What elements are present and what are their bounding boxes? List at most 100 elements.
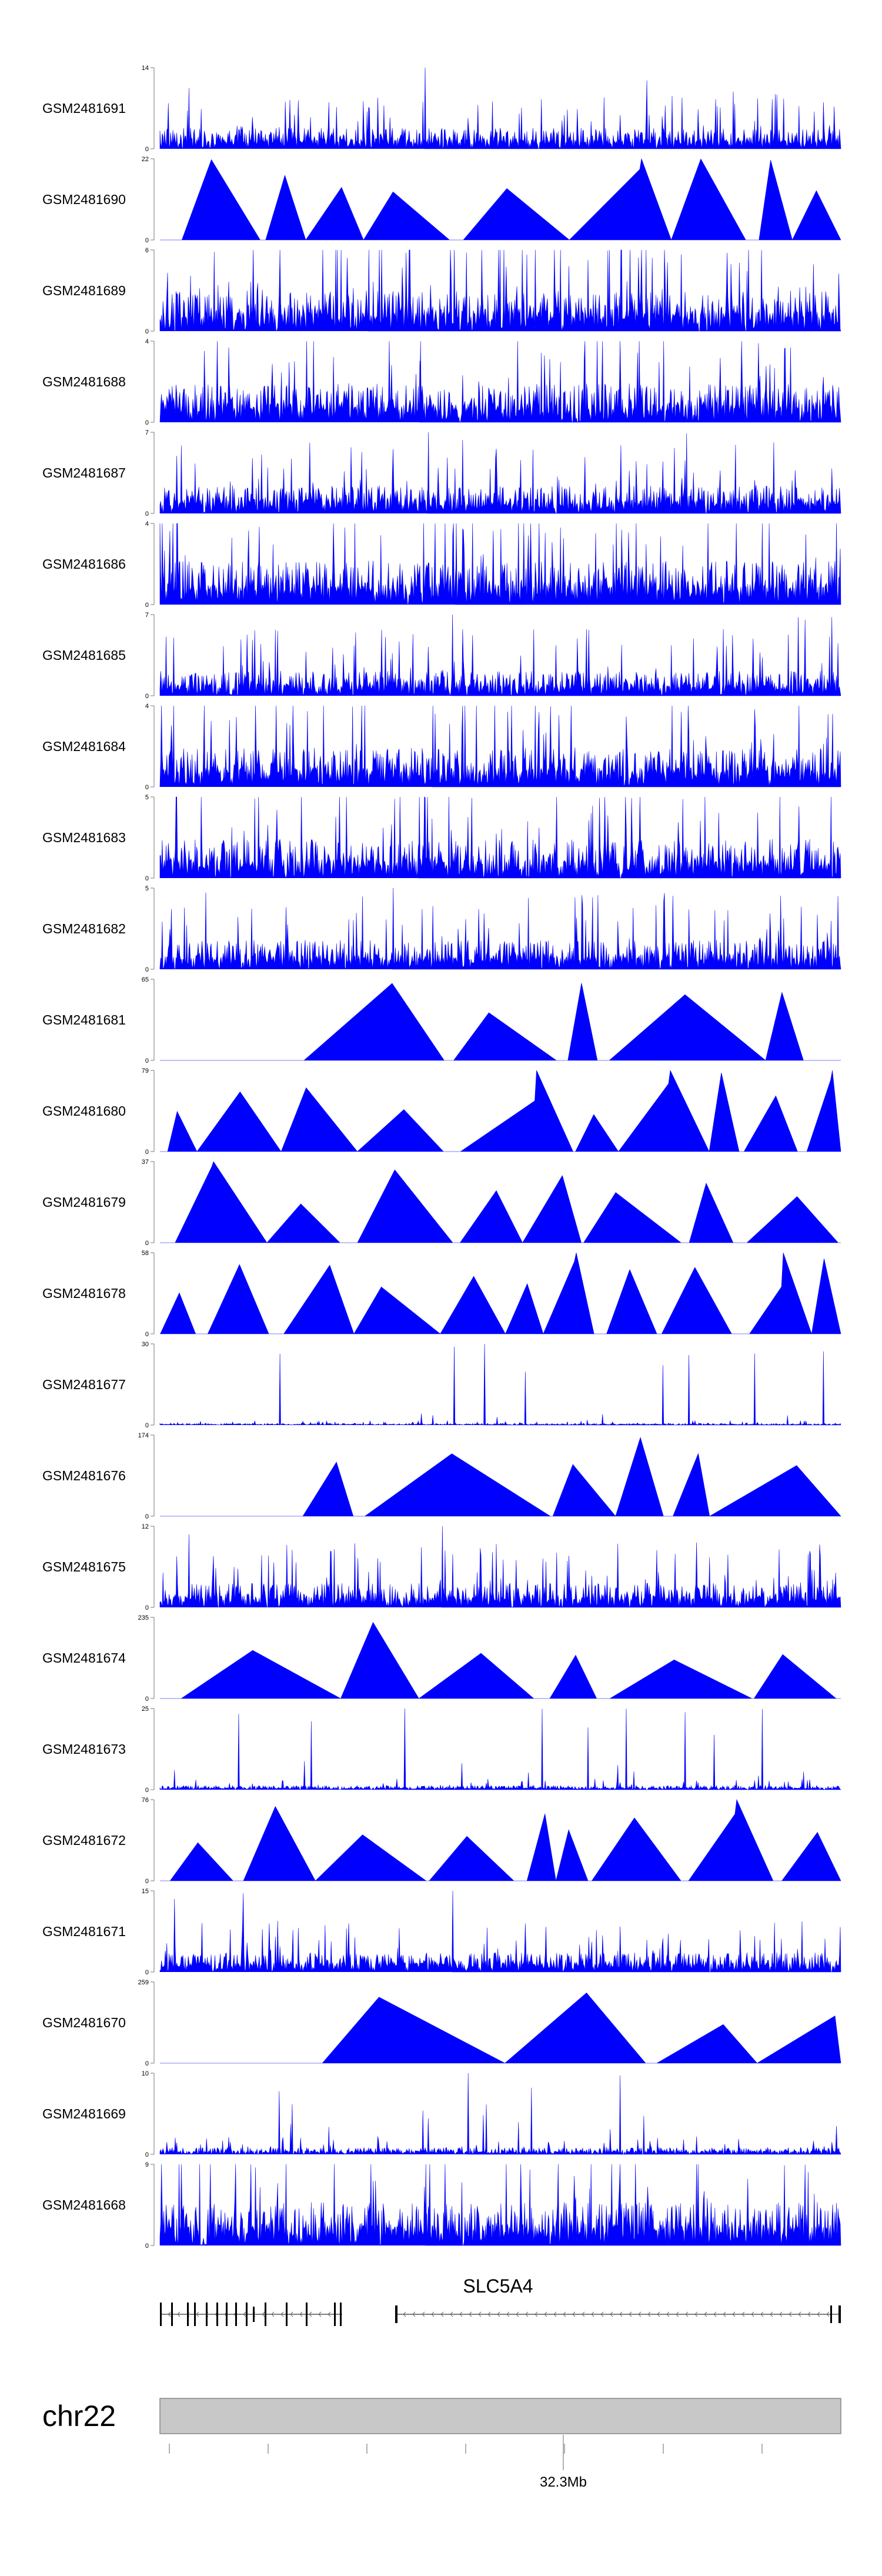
track: GSM2481673 25 0 xyxy=(42,1706,841,1794)
coverage-area xyxy=(160,1252,841,1334)
coverage-area xyxy=(159,2164,841,2247)
strand-arrow xyxy=(506,2311,510,2317)
y-min-label: 0 xyxy=(145,2060,149,2067)
strand-arrow xyxy=(516,2311,519,2317)
y-min-label: 0 xyxy=(145,1240,149,1247)
strand-arrow xyxy=(271,2311,275,2317)
track-label: GSM2481680 xyxy=(42,1103,126,1119)
track-label: GSM2481683 xyxy=(42,830,126,845)
strand-arrow xyxy=(600,2311,604,2317)
track: GSM2481679 37 0 xyxy=(42,1159,841,1247)
track-label: GSM2481682 xyxy=(42,921,126,936)
track-label: GSM2481677 xyxy=(42,1377,126,1392)
strand-arrow xyxy=(770,2311,773,2317)
coverage-area xyxy=(160,1621,841,1699)
exon xyxy=(160,2303,162,2326)
exon xyxy=(206,2303,208,2326)
strand-arrow xyxy=(629,2311,632,2317)
coverage-area xyxy=(159,341,841,423)
strand-arrow xyxy=(487,2311,491,2317)
y-max-label: 10 xyxy=(142,2070,149,2077)
strand-arrow xyxy=(280,2311,284,2317)
y-max-label: 6 xyxy=(145,247,149,254)
genome-position-label: 32.3Mb xyxy=(540,2474,587,2490)
strand-arrow xyxy=(290,2311,293,2317)
strand-arrow xyxy=(638,2311,642,2317)
strand-arrow xyxy=(760,2311,764,2317)
track: GSM2481672 76 0 xyxy=(42,1797,841,1885)
track-label: GSM2481674 xyxy=(42,1650,126,1666)
strand-arrow xyxy=(817,2311,820,2317)
exon xyxy=(235,2303,237,2326)
y-min-label: 0 xyxy=(145,875,149,882)
y-min-label: 0 xyxy=(145,1057,149,1065)
track: GSM2481668 9 0 xyxy=(42,2161,841,2250)
track-label: GSM2481685 xyxy=(42,648,126,663)
genome-axis xyxy=(169,2435,763,2470)
coverage-area xyxy=(159,887,841,970)
y-max-label: 7 xyxy=(145,429,149,436)
strand-arrow xyxy=(544,2311,547,2317)
y-max-label: 174 xyxy=(138,1432,149,1439)
strand-arrow xyxy=(440,2311,444,2317)
track: GSM2481684 4 0 xyxy=(42,703,841,791)
track-label: GSM2481676 xyxy=(42,1468,126,1483)
track: GSM2481691 14 0 xyxy=(42,65,841,153)
y-max-label: 259 xyxy=(138,1979,149,1986)
strand-arrow xyxy=(798,2311,801,2317)
track: GSM2481676 174 0 xyxy=(42,1432,841,1520)
coverage-area xyxy=(159,67,841,150)
coverage-area xyxy=(160,1992,841,2064)
strand-arrow xyxy=(826,2311,830,2317)
exon xyxy=(226,2303,228,2326)
coverage-area xyxy=(159,2073,841,2155)
y-min-label: 0 xyxy=(145,693,149,700)
track-label: GSM2481669 xyxy=(42,2106,126,2121)
y-max-label: 58 xyxy=(142,1250,149,1257)
coverage-area xyxy=(159,1708,841,1791)
exon xyxy=(306,2303,308,2326)
y-max-label: 7 xyxy=(145,612,149,619)
track: GSM2481678 58 0 xyxy=(42,1250,841,1338)
track: GSM2481683 5 0 xyxy=(42,794,841,882)
exon xyxy=(334,2303,336,2326)
y-max-label: 22 xyxy=(142,156,149,163)
gene-annotation-track: SLC5A4 xyxy=(160,2275,841,2326)
gene-label: SLC5A4 xyxy=(463,2275,533,2297)
y-max-label: 4 xyxy=(145,338,149,345)
strand-arrow xyxy=(723,2311,726,2317)
y-max-label: 25 xyxy=(142,1706,149,1713)
exon xyxy=(171,2303,173,2326)
coverage-area xyxy=(159,432,841,514)
strand-arrow xyxy=(450,2311,453,2317)
exon xyxy=(340,2303,342,2326)
strand-arrow xyxy=(168,2311,171,2317)
coverage-area xyxy=(160,158,841,241)
track: GSM2481682 5 0 xyxy=(42,885,841,973)
track: GSM2481669 10 0 xyxy=(42,2070,841,2158)
strand-arrow xyxy=(262,2311,265,2317)
track: GSM2481689 6 0 xyxy=(42,247,841,335)
strand-arrow xyxy=(779,2311,783,2317)
track-label: GSM2481672 xyxy=(42,1833,126,1848)
y-min-label: 0 xyxy=(145,510,149,518)
y-min-label: 0 xyxy=(145,2243,149,2250)
strand-arrow xyxy=(807,2311,811,2317)
exon xyxy=(253,2307,255,2322)
y-min-label: 0 xyxy=(145,1604,149,1611)
gene-model-upstream xyxy=(160,2303,342,2326)
strand-arrow xyxy=(619,2311,623,2317)
strand-arrow xyxy=(591,2311,594,2317)
strand-arrow xyxy=(497,2311,500,2317)
track-label: GSM2481678 xyxy=(42,1286,126,1301)
strand-arrow xyxy=(685,2311,689,2317)
exon xyxy=(187,2303,189,2326)
strand-arrow xyxy=(657,2311,660,2317)
strand-arrow xyxy=(309,2311,312,2317)
strand-arrow xyxy=(789,2311,792,2317)
strand-arrow xyxy=(525,2311,529,2317)
y-max-label: 30 xyxy=(142,1341,149,1348)
y-max-label: 15 xyxy=(142,1888,149,1895)
coverage-area xyxy=(159,1343,841,1426)
